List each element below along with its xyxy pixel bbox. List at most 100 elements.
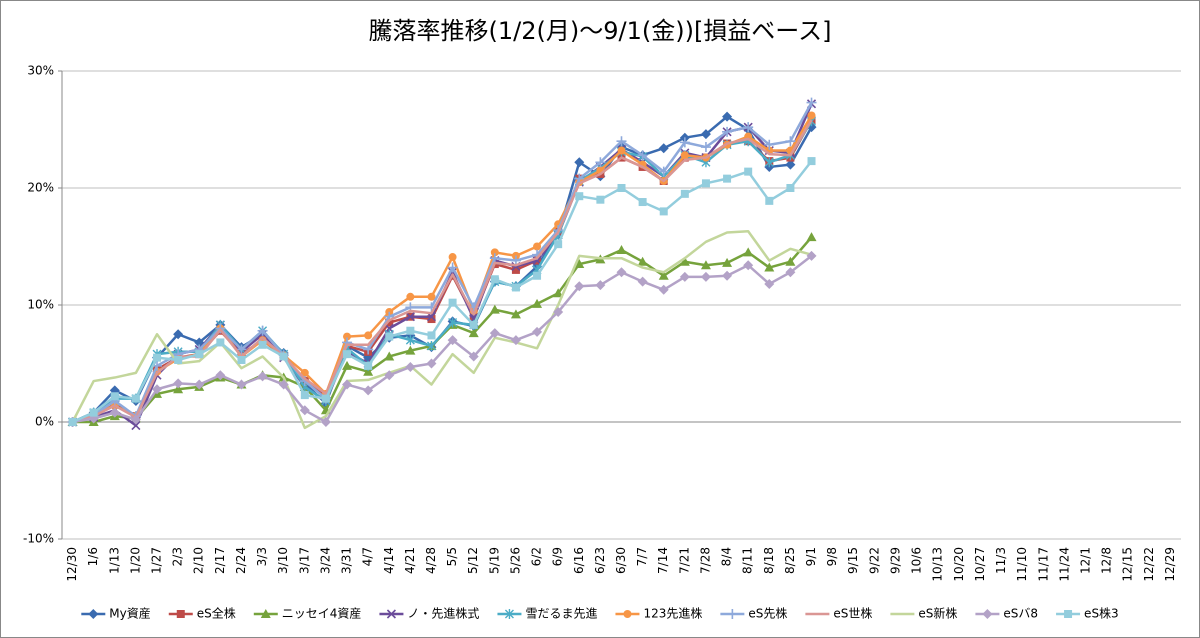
marker [384, 370, 395, 381]
x-tick-label: 9/29 [888, 547, 902, 574]
x-tick-label: 4/7 [361, 547, 375, 566]
marker [173, 329, 184, 340]
x-tick-label: 12/15 [1121, 547, 1135, 582]
marker [785, 159, 796, 170]
marker [279, 352, 288, 361]
x-tick-label: 3/17 [297, 547, 311, 574]
marker [405, 335, 415, 346]
marker [553, 288, 564, 298]
marker [744, 167, 753, 176]
marker [700, 271, 711, 282]
marker [153, 353, 162, 362]
marker [679, 256, 690, 266]
series [71, 230, 812, 430]
marker [679, 271, 690, 282]
marker [680, 189, 689, 198]
marker [426, 358, 437, 369]
marker [343, 332, 352, 341]
marker [1064, 610, 1073, 618]
marker [490, 248, 499, 257]
marker [982, 609, 993, 619]
legend-item: eS世株 [805, 606, 872, 621]
marker [574, 281, 585, 292]
x-tick-label: 8/4 [720, 547, 734, 566]
x-tick-label: 5/12 [466, 547, 480, 574]
marker [637, 276, 648, 287]
marker [490, 275, 499, 284]
marker [405, 345, 416, 355]
marker [176, 610, 185, 618]
marker [511, 283, 520, 292]
marker [489, 304, 500, 314]
marker [785, 267, 796, 278]
marker [194, 379, 205, 390]
x-tick-label: 4/28 [424, 547, 438, 574]
marker [468, 351, 479, 362]
x-tick-label: 11/17 [1036, 547, 1050, 582]
series [67, 250, 817, 427]
marker [637, 150, 648, 161]
x-tick-label: 10/6 [910, 547, 924, 574]
series [68, 157, 816, 426]
x-tick-label: 5/19 [487, 547, 501, 574]
marker [700, 142, 711, 153]
legend-item: eSバ8 [975, 607, 1038, 621]
x-tick-label: 4/21 [403, 547, 417, 574]
marker [260, 609, 271, 618]
marker [448, 298, 457, 307]
marker [342, 379, 353, 390]
legend-label: ノ・先進株式 [407, 606, 479, 621]
marker [764, 262, 775, 272]
marker [510, 309, 521, 319]
marker [427, 292, 436, 301]
marker [553, 307, 564, 318]
marker [727, 609, 738, 619]
marker [427, 315, 436, 324]
legend-label: eS先株 [748, 606, 787, 621]
marker [700, 129, 711, 140]
x-tick-label: 1/6 [86, 547, 100, 566]
x-tick-label: 6/23 [593, 547, 607, 574]
x-tick-label: 1/13 [107, 547, 121, 574]
x-tick-label: 7/7 [635, 547, 649, 566]
marker [237, 355, 246, 364]
marker [89, 408, 98, 417]
marker [743, 247, 754, 257]
marker [489, 328, 500, 339]
legend-label: eS全株 [197, 606, 236, 621]
marker [504, 609, 514, 619]
marker [511, 265, 520, 274]
marker [658, 166, 669, 177]
marker [785, 256, 796, 266]
x-tick-label: 8/11 [741, 547, 755, 574]
x-tick-label: 7/28 [698, 547, 712, 574]
legend-item: ニッセイ4資産 [253, 606, 361, 621]
x-tick-label: 6/2 [530, 547, 544, 566]
y-tick-label: 0% [35, 415, 54, 429]
marker [532, 326, 543, 337]
marker [595, 280, 606, 291]
x-tick-label: 7/21 [677, 547, 691, 574]
marker [575, 192, 584, 201]
x-tick-label: 11/3 [994, 547, 1008, 574]
marker [574, 157, 585, 168]
x-tick-label: 9/8 [825, 547, 839, 566]
legend-item: 123先進株 [615, 606, 702, 621]
legend-item: ノ・先進株式 [379, 606, 479, 621]
marker [533, 271, 542, 280]
marker [532, 298, 543, 308]
legend-item: eS新株 [890, 606, 957, 621]
x-tick-label: 7/14 [656, 547, 670, 574]
x-tick-label: 5/5 [445, 547, 459, 566]
marker [109, 407, 120, 418]
x-tick-label: 12/22 [1142, 547, 1156, 582]
y-tick-label: 10% [27, 298, 54, 312]
x-tick-label: 10/20 [952, 547, 966, 582]
marker [554, 240, 563, 249]
marker [722, 111, 733, 122]
marker [216, 338, 225, 347]
marker [131, 394, 140, 403]
marker [680, 151, 689, 160]
x-tick-label: 10/27 [973, 547, 987, 582]
